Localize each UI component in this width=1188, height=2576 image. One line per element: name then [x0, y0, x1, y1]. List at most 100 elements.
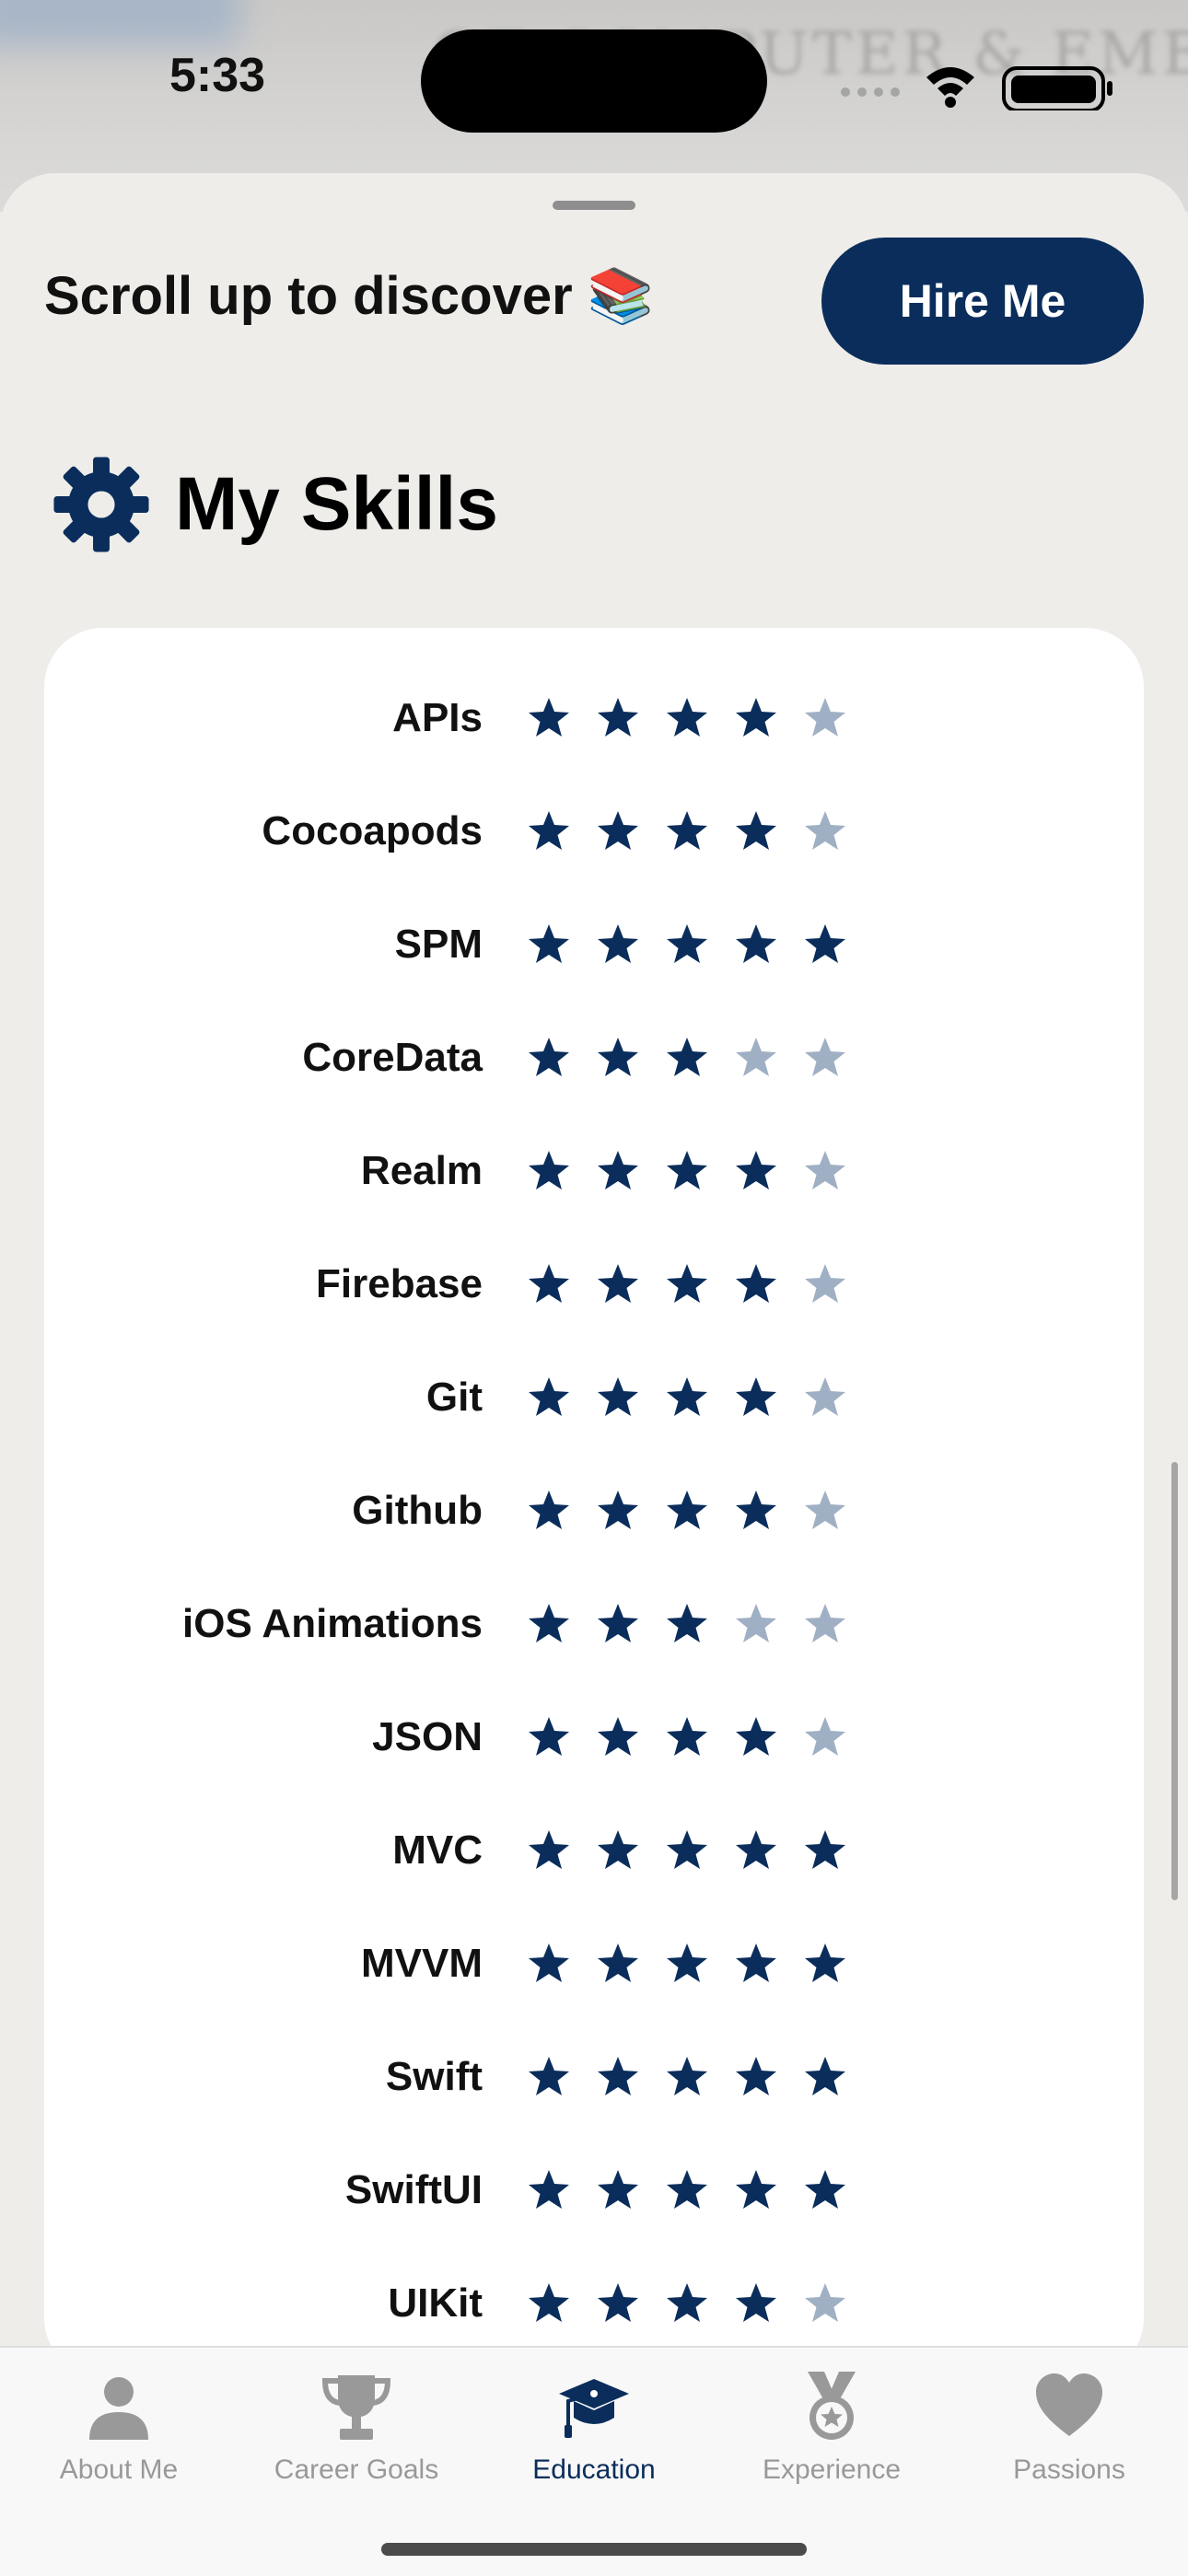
tab-career-goals[interactable]: Career Goals — [238, 2370, 475, 2499]
star-filled-icon — [736, 2169, 776, 2209]
star-empty-icon — [805, 810, 845, 850]
skills-card: APIs Cocoapods SPM CoreData Realm Firebase Git… — [44, 628, 1144, 2377]
star-empty-icon — [805, 1603, 845, 1642]
background-blur-shape — [0, 0, 239, 46]
star-filled-icon — [667, 1150, 707, 1189]
graduation-cap-icon — [559, 2379, 629, 2438]
star-filled-icon — [667, 2282, 707, 2322]
star-filled-icon — [598, 2056, 638, 2095]
status-time: 5:33 — [169, 49, 266, 102]
skill-rating — [527, 1036, 872, 1080]
star-empty-icon — [736, 1603, 776, 1642]
star-filled-icon — [736, 1716, 776, 1756]
star-filled-icon — [805, 2169, 845, 2209]
star-filled-icon — [598, 1716, 638, 1756]
tab-passions[interactable]: Passions — [950, 2370, 1188, 2499]
heart-icon — [1036, 2373, 1102, 2436]
star-filled-icon — [736, 1150, 776, 1189]
skill-name: Firebase — [316, 1260, 483, 1306]
star-filled-icon — [736, 2056, 776, 2095]
star-filled-icon — [667, 923, 707, 963]
status-indicators — [838, 55, 1133, 112]
tab-label: Career Goals — [274, 2454, 439, 2485]
star-filled-icon — [598, 1376, 638, 1416]
star-filled-icon — [529, 1263, 569, 1303]
star-filled-icon — [598, 1037, 638, 1076]
star-filled-icon — [529, 2282, 569, 2322]
tab-education[interactable]: Education — [475, 2370, 713, 2499]
star-filled-icon — [598, 923, 638, 963]
star-filled-icon — [529, 1829, 569, 1869]
star-filled-icon — [667, 1829, 707, 1869]
scroll-indicator[interactable] — [1171, 1462, 1178, 1900]
skill-name: iOS Animations — [182, 1600, 483, 1646]
tab-label: Passions — [1013, 2454, 1125, 2485]
skill-name: APIs — [392, 694, 483, 740]
tab-about-me[interactable]: About Me — [0, 2370, 238, 2499]
gear-icon — [53, 457, 149, 552]
star-filled-icon — [529, 1716, 569, 1756]
skill-row: Git — [44, 1340, 1144, 1454]
skill-row: JSON — [44, 1680, 1144, 1793]
star-filled-icon — [529, 2169, 569, 2209]
star-filled-icon — [667, 1603, 707, 1642]
dynamic-island — [421, 29, 767, 133]
star-filled-icon — [805, 1943, 845, 1982]
star-filled-icon — [736, 810, 776, 850]
skill-row: SwiftUI — [44, 2133, 1144, 2246]
skill-row: Github — [44, 1454, 1144, 1567]
skill-rating — [527, 1262, 872, 1306]
tab-experience[interactable]: Experience — [713, 2370, 950, 2499]
star-filled-icon — [667, 1490, 707, 1529]
star-filled-icon — [529, 1603, 569, 1642]
skill-row: CoreData — [44, 1001, 1144, 1114]
skill-row: Realm — [44, 1114, 1144, 1227]
star-filled-icon — [598, 810, 638, 850]
star-filled-icon — [529, 697, 569, 737]
star-empty-icon — [805, 1716, 845, 1756]
star-filled-icon — [736, 2282, 776, 2322]
star-filled-icon — [529, 1150, 569, 1189]
skill-name: CoreData — [302, 1034, 483, 1080]
skill-rating — [527, 1489, 872, 1533]
star-filled-icon — [736, 697, 776, 737]
star-filled-icon — [598, 1829, 638, 1869]
star-empty-icon — [736, 1037, 776, 1076]
skill-rating — [527, 1715, 872, 1759]
skill-name: JSON — [372, 1713, 483, 1759]
tab-label: About Me — [59, 2454, 179, 2485]
star-filled-icon — [529, 810, 569, 850]
star-filled-icon — [529, 1376, 569, 1416]
skill-name: SPM — [394, 921, 483, 967]
skill-name: SwiftUI — [344, 2166, 483, 2212]
star-filled-icon — [667, 697, 707, 737]
skill-row: SPM — [44, 888, 1144, 1001]
star-filled-icon — [598, 2282, 638, 2322]
hire-me-button[interactable]: Hire Me — [821, 238, 1144, 365]
skill-name: MVC — [392, 1827, 483, 1873]
star-filled-icon — [805, 1829, 845, 1869]
skill-rating — [527, 2168, 872, 2212]
skill-rating — [527, 1375, 872, 1420]
star-empty-icon — [805, 1150, 845, 1189]
skill-name: MVVM — [361, 1940, 483, 1986]
sheet-grabber[interactable] — [553, 201, 635, 210]
skill-row: Firebase — [44, 1227, 1144, 1340]
star-filled-icon — [667, 810, 707, 850]
star-empty-icon — [805, 2282, 845, 2322]
star-empty-icon — [805, 697, 845, 737]
star-filled-icon — [805, 923, 845, 963]
star-filled-icon — [736, 1263, 776, 1303]
star-filled-icon — [529, 1037, 569, 1076]
star-filled-icon — [667, 2056, 707, 2095]
star-filled-icon — [598, 1263, 638, 1303]
skill-rating — [527, 696, 872, 740]
section-header: My Skills — [50, 449, 498, 560]
star-filled-icon — [736, 923, 776, 963]
section-title: My Skills — [175, 462, 498, 546]
star-filled-icon — [667, 1376, 707, 1416]
star-filled-icon — [598, 1490, 638, 1529]
home-indicator — [381, 2543, 807, 2556]
star-filled-icon — [667, 1037, 707, 1076]
skill-rating — [527, 1828, 872, 1873]
